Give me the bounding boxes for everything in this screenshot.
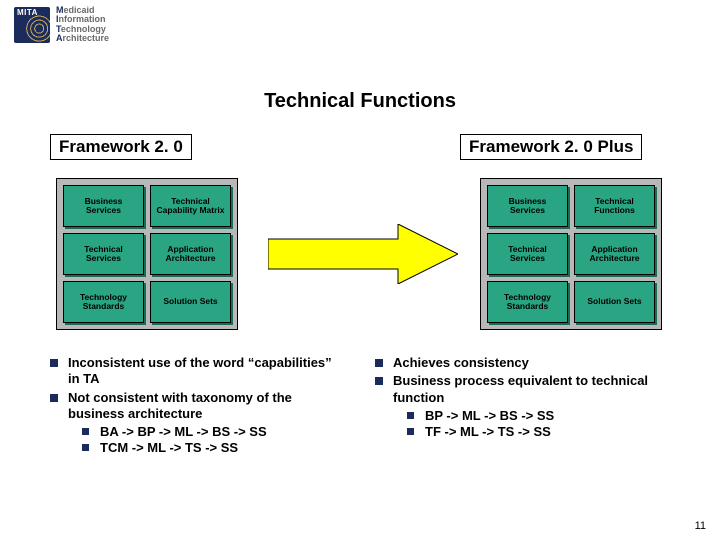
cell: Technical Functions — [574, 185, 655, 227]
cell: Technical Services — [487, 233, 568, 275]
cell: Technology Standards — [63, 281, 144, 323]
cell: Technology Standards — [487, 281, 568, 323]
cell: Application Architecture — [150, 233, 231, 275]
cell: Application Architecture — [574, 233, 655, 275]
bullet-item: Achieves consistency — [375, 355, 670, 371]
cell: Technical Capability Matrix — [150, 185, 231, 227]
page-number: 11 — [695, 520, 706, 532]
framework-right-label: Framework 2. 0 Plus — [460, 134, 642, 160]
sub-bullet-item: TCM -> ML -> TS -> SS — [82, 440, 345, 456]
arrow-icon — [268, 224, 458, 284]
bullets: Inconsistent use of the word “capabiliti… — [50, 355, 670, 459]
logo: MITA Medicaid Information Technology Arc… — [14, 6, 109, 44]
logo-line-3: Architecture — [56, 34, 109, 43]
sub-bullet-item: TF -> ML -> TS -> SS — [407, 424, 670, 440]
bullets-right: Achieves consistency Business process equ… — [375, 355, 670, 459]
sub-bullet-item: BP -> ML -> BS -> SS — [407, 408, 670, 424]
bullet-item: Inconsistent use of the word “capabiliti… — [50, 355, 345, 388]
bullet-item: Not consistent with taxonomy of the busi… — [50, 390, 345, 457]
cell: Solution Sets — [574, 281, 655, 323]
framework-left-label: Framework 2. 0 — [50, 134, 192, 160]
logo-text: Medicaid Information Technology Architec… — [56, 6, 109, 44]
framework-right-panel: Business Services Technical Functions Te… — [480, 178, 662, 330]
cell: Solution Sets — [150, 281, 231, 323]
framework-left-panel: Business Services Technical Capability M… — [56, 178, 238, 330]
logo-acronym: MITA — [17, 8, 38, 17]
logo-mark: MITA — [14, 7, 50, 43]
cell: Business Services — [63, 185, 144, 227]
slide-title: Technical Functions — [0, 90, 720, 113]
cell: Technical Services — [63, 233, 144, 275]
bullet-item: Business process equivalent to technical… — [375, 373, 670, 440]
cell: Business Services — [487, 185, 568, 227]
bullets-left: Inconsistent use of the word “capabiliti… — [50, 355, 345, 459]
sub-bullet-item: BA -> BP -> ML -> BS -> SS — [82, 424, 345, 440]
